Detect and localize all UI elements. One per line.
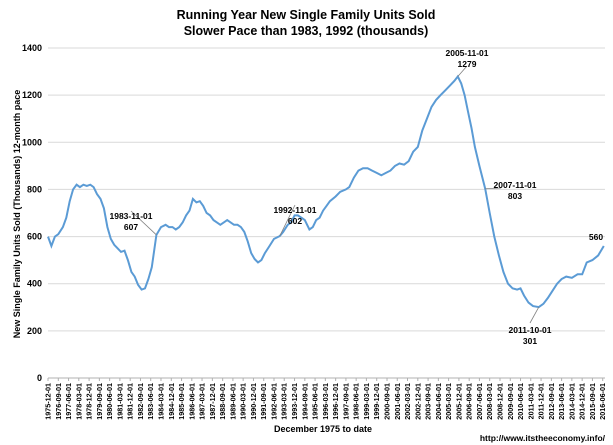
x-tick-label: 1987-12-01: [208, 383, 217, 420]
x-tick-label: 1984-12-01: [167, 383, 176, 420]
annotation-value: 560: [589, 232, 603, 242]
annotation-leader: [529, 306, 540, 324]
x-tick-label: 1989-06-01: [228, 383, 237, 420]
x-tick-label: 2011-03-01: [526, 383, 535, 419]
chart-title: Running Year New Single Family Units Sol…: [177, 8, 436, 22]
x-tick-label: 1981-12-01: [126, 383, 135, 420]
x-tick-label: 1996-12-01: [331, 383, 340, 420]
x-tick-label: 2001-06-01: [393, 383, 402, 420]
y-tick-label: 200: [27, 326, 42, 336]
annotation-value: 301: [523, 336, 537, 346]
x-tick-label: 1981-03-01: [115, 383, 124, 420]
annotation-value: 607: [124, 222, 138, 232]
x-tick-label: 2014-12-01: [578, 383, 587, 420]
x-tick-label: 2002-12-01: [413, 383, 422, 420]
x-tick-label: 2010-06-01: [516, 383, 525, 420]
x-tick-label: 1993-03-01: [280, 383, 289, 420]
x-tick-label: 1977-06-01: [64, 383, 73, 420]
x-tick-label: 2011-12-01: [537, 383, 546, 419]
x-tick-label: 2005-12-01: [454, 383, 463, 420]
x-tick-label: 2009-09-01: [506, 383, 515, 420]
annotation-value: 602: [288, 216, 302, 226]
y-tick-label: 1000: [22, 137, 42, 147]
x-tick-label: 1976-09-01: [54, 383, 63, 420]
y-tick-label: 600: [27, 232, 42, 242]
grid: [48, 47, 605, 379]
chart-subtitle: Slower Pace than 1983, 1992 (thousands): [184, 24, 429, 38]
x-tick-label: 1978-12-01: [85, 383, 94, 420]
x-tick-label: 1978-03-01: [74, 383, 83, 420]
x-tick-label: 2013-06-01: [557, 383, 566, 420]
y-axis: 0 200 400 600 800 1000 1200 1400: [22, 43, 42, 383]
x-tick-label: 1987-03-01: [198, 383, 207, 420]
annotation-date: 1983-11-01: [109, 211, 152, 221]
x-tick-label: 1992-06-01: [270, 383, 279, 420]
x-tick-label: 2008-03-01: [485, 383, 494, 420]
x-tick-label: 1983-06-01: [146, 383, 155, 420]
x-axis: 1975-12-01 1976-09-01 1977-06-01 1978-03-01…: [44, 378, 607, 420]
x-tick-label: 2005-03-01: [444, 383, 453, 420]
x-tick-label: 2008-12-01: [496, 383, 505, 420]
y-tick-label: 1200: [22, 90, 42, 100]
x-tick-label: 2014-03-01: [567, 383, 576, 420]
x-tick-label: 1995-06-01: [311, 383, 320, 420]
annotation-value: 803: [508, 191, 522, 201]
source-url: http://www.itstheeconomy.info/: [480, 433, 606, 443]
x-tick-label: 2003-09-01: [424, 383, 433, 420]
x-tick-label: 1982-09-01: [136, 383, 145, 420]
x-tick-label: 2002-03-01: [403, 383, 412, 420]
x-tick-label: 2000-09-01: [383, 383, 392, 420]
series-line: [47, 74, 605, 309]
x-tick-label: 2016-06-01: [598, 383, 607, 420]
x-tick-label: 1993-12-01: [290, 383, 299, 420]
y-tick-label: 0: [37, 373, 42, 383]
x-tick-label: 1975-12-01: [44, 383, 53, 420]
x-tick-label: 1999-12-01: [372, 383, 381, 420]
x-tick-label: 1994-09-01: [300, 383, 309, 420]
annotation-value: 1279: [458, 59, 477, 69]
x-tick-label: 1980-06-01: [105, 383, 114, 420]
annotation-date: 1992-11-01: [273, 205, 316, 215]
annotation-date: 2007-11-01: [493, 180, 536, 190]
x-tick-label: 1997-09-01: [341, 383, 350, 420]
x-tick-label: 1986-06-01: [187, 383, 196, 420]
x-tick-label: 1991-09-01: [259, 383, 268, 420]
x-tick-label: 2012-09-01: [547, 383, 556, 420]
annotation-date: 2011-10-01: [508, 325, 551, 335]
y-tick-label: 800: [27, 184, 42, 194]
x-tick-label: 1985-09-01: [177, 383, 186, 420]
x-axis-title: December 1975 to date: [274, 424, 372, 434]
y-tick-label: 400: [27, 279, 42, 289]
y-axis-title: New Single Family Units Sold (Thousands)…: [12, 90, 22, 339]
annotation-leader: [130, 210, 157, 236]
x-tick-label: 2004-06-01: [434, 383, 443, 420]
x-tick-label: 1988-09-01: [218, 383, 227, 420]
x-tick-label: 2006-09-01: [465, 383, 474, 420]
annotation-leader: [485, 187, 502, 190]
x-tick-label: 1998-06-01: [352, 383, 361, 420]
x-tick-label: 1979-09-01: [95, 383, 104, 420]
x-tick-label: 1996-03-01: [321, 383, 330, 420]
annotation-date: 2005-11-01: [445, 48, 488, 58]
annotation-leader: [457, 65, 468, 77]
x-tick-label: 1984-03-01: [156, 383, 165, 420]
x-tick-label: 1990-12-01: [249, 383, 258, 420]
annotation-leader: [279, 204, 296, 237]
x-tick-label: 2007-06-01: [475, 383, 484, 420]
x-tick-label: 1990-03-01: [239, 383, 248, 420]
x-tick-label: 2015-09-01: [588, 383, 597, 420]
x-tick-label: 1999-03-01: [362, 383, 371, 420]
y-tick-label: 1400: [22, 43, 42, 53]
